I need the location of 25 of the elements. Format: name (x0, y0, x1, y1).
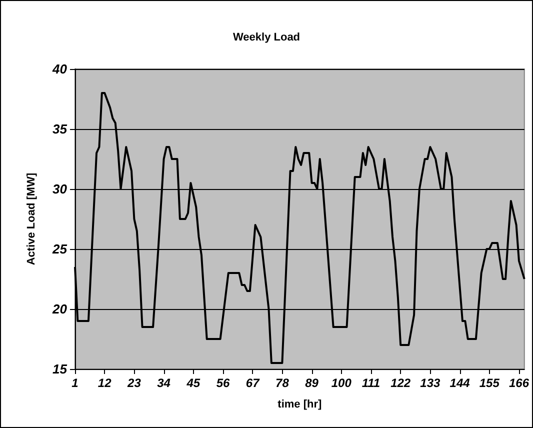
x-axis-title: time [hr] (278, 398, 322, 410)
x-tick-label: 155 (479, 376, 500, 390)
x-tick-label: 23 (126, 376, 142, 390)
y-tick-label: 25 (52, 242, 68, 256)
y-tick-label: 35 (52, 122, 68, 136)
chart-title: Weekly Load (232, 32, 300, 44)
y-tick-label: 20 (52, 302, 68, 316)
x-tick-label: 111 (362, 376, 380, 390)
x-tick-label: 133 (420, 376, 441, 390)
x-tick-label: 166 (508, 376, 530, 390)
x-tick-label: 89 (305, 376, 319, 390)
x-tick-label: 56 (216, 376, 230, 390)
y-tick-label: 30 (52, 182, 68, 196)
x-tick-label: 45 (186, 376, 200, 390)
x-tick-label: 78 (276, 376, 290, 390)
x-tick-label: 100 (331, 376, 352, 390)
x-tick-label: 122 (390, 376, 411, 390)
x-tick-label: 12 (98, 376, 112, 390)
y-tick-label: 40 (52, 62, 68, 76)
y-axis-title: Active Load [MW] (26, 172, 38, 266)
y-tick-label: 15 (52, 362, 68, 376)
x-tick-label: 1 (72, 376, 79, 390)
x-tick-label: 144 (450, 376, 470, 390)
x-tick-label: 67 (246, 376, 261, 390)
x-tick-label: 34 (157, 376, 171, 390)
